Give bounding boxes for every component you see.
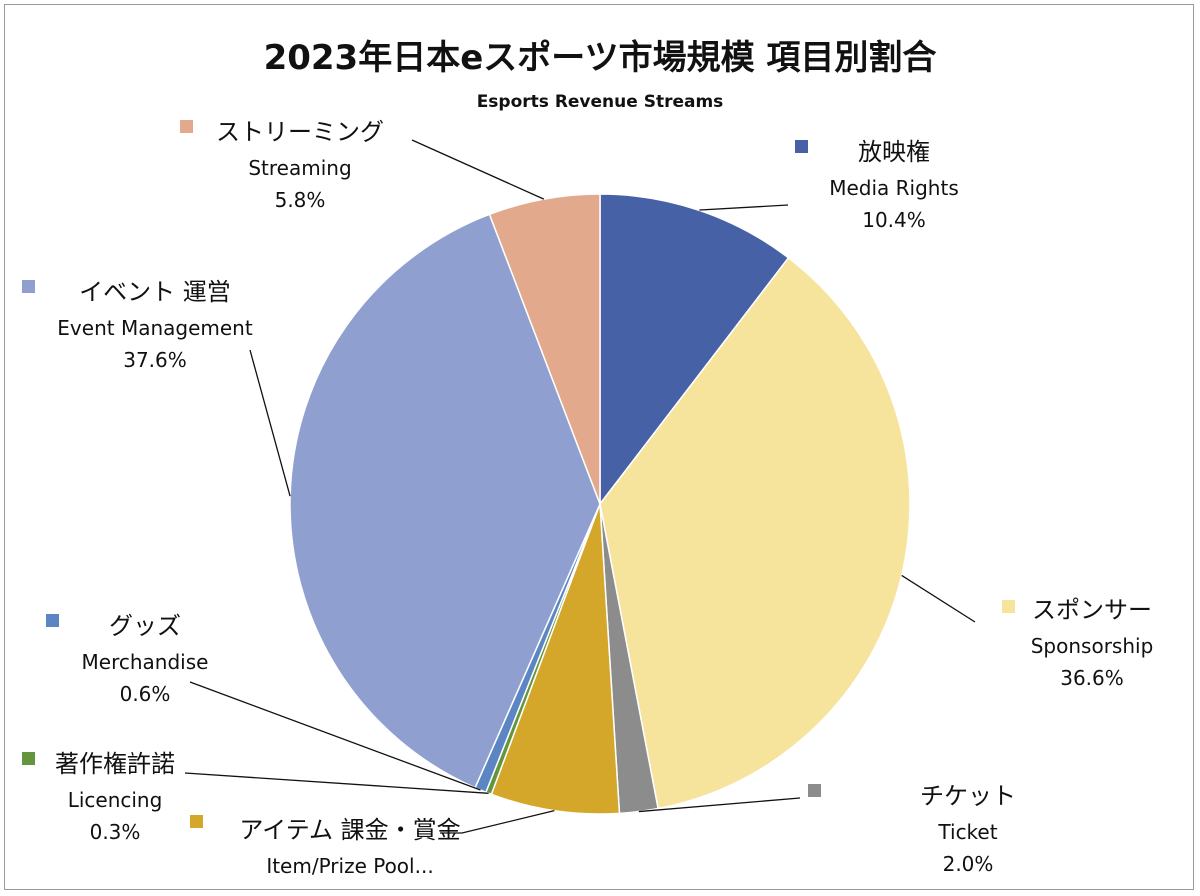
label-event-management-jp: イベント 運営 [79, 278, 231, 306]
chart-subtitle: Esports Revenue Streams [476, 92, 724, 112]
pie-slice-sponsorship [599, 256, 911, 810]
label-streaming: ストリーミング Streaming 5.8% [200, 112, 400, 216]
label-merchandise: グッズ Merchandise 0.6% [60, 606, 230, 710]
label-sponsorship-jp: スポンサー [1032, 596, 1152, 624]
label-streaming-jp: ストリーミング [216, 118, 384, 146]
label-licencing-pct: 0.3% [89, 820, 141, 844]
label-merchandise-en: Merchandise [81, 650, 209, 674]
label-licencing-en: Licencing [67, 788, 163, 812]
leader-line-ticket [638, 797, 801, 813]
label-ticket-en: Ticket [938, 820, 998, 844]
label-ticket-pct: 2.0% [942, 852, 994, 876]
label-merchandise-jp: グッズ [109, 612, 181, 640]
legend-swatch-licencing [22, 752, 35, 765]
label-media-rights-en: Media Rights [829, 176, 959, 200]
label-ticket-jp: チケット [920, 782, 1016, 810]
leader-line-event-management [249, 349, 291, 497]
label-event-management: イベント 運営 Event Management 37.6% [40, 272, 270, 376]
legend-swatch-merchandise [46, 614, 59, 627]
pie-slice-item-prize [490, 503, 621, 815]
leader-line-streaming [411, 139, 545, 200]
label-licencing-jp: 著作権許諾 [55, 750, 175, 778]
label-streaming-pct: 5.8% [274, 188, 326, 212]
label-ticket: チケット Ticket 2.0% [888, 776, 1048, 880]
label-event-management-en: Event Management [57, 316, 253, 340]
legend-swatch-streaming [180, 120, 193, 133]
label-sponsorship-en: Sponsorship [1030, 634, 1154, 658]
leader-line-licencing [184, 772, 489, 794]
label-media-rights-pct: 10.4% [862, 208, 926, 232]
legend-swatch-item-prize [190, 815, 203, 828]
chart-title: 2023年日本eスポーツ市場規模 項目別割合 [263, 38, 937, 78]
label-sponsorship: スポンサー Sponsorship 36.6% [1012, 590, 1172, 694]
label-licencing: 著作権許諾 Licencing 0.3% [30, 744, 200, 848]
label-merchandise-pct: 0.6% [119, 682, 171, 706]
legend-swatch-media-rights [795, 140, 808, 153]
leader-line-sponsorship [901, 574, 976, 623]
legend-swatch-event-management [22, 280, 35, 293]
label-media-rights-jp: 放映権 [858, 138, 930, 166]
label-item-prize: アイテム 課金・賞金 Item/Prize Pool... [220, 810, 480, 882]
pie-slice-media-rights [599, 193, 790, 507]
legend-swatch-sponsorship [1002, 600, 1015, 613]
label-event-management-pct: 37.6% [123, 348, 187, 372]
pie-slice-event-management [289, 213, 601, 789]
label-media-rights: 放映権 Media Rights 10.4% [814, 132, 974, 236]
leader-line-merchandise [189, 681, 481, 791]
label-streaming-en: Streaming [248, 156, 352, 180]
label-sponsorship-pct: 36.6% [1060, 666, 1124, 690]
leader-line-item-prize [440, 809, 555, 834]
label-item-prize-jp: アイテム 課金・賞金 [239, 816, 461, 844]
legend-swatch-ticket [808, 784, 821, 797]
leader-line-media-rights [699, 204, 789, 211]
label-item-prize-en: Item/Prize Pool... [266, 854, 434, 878]
